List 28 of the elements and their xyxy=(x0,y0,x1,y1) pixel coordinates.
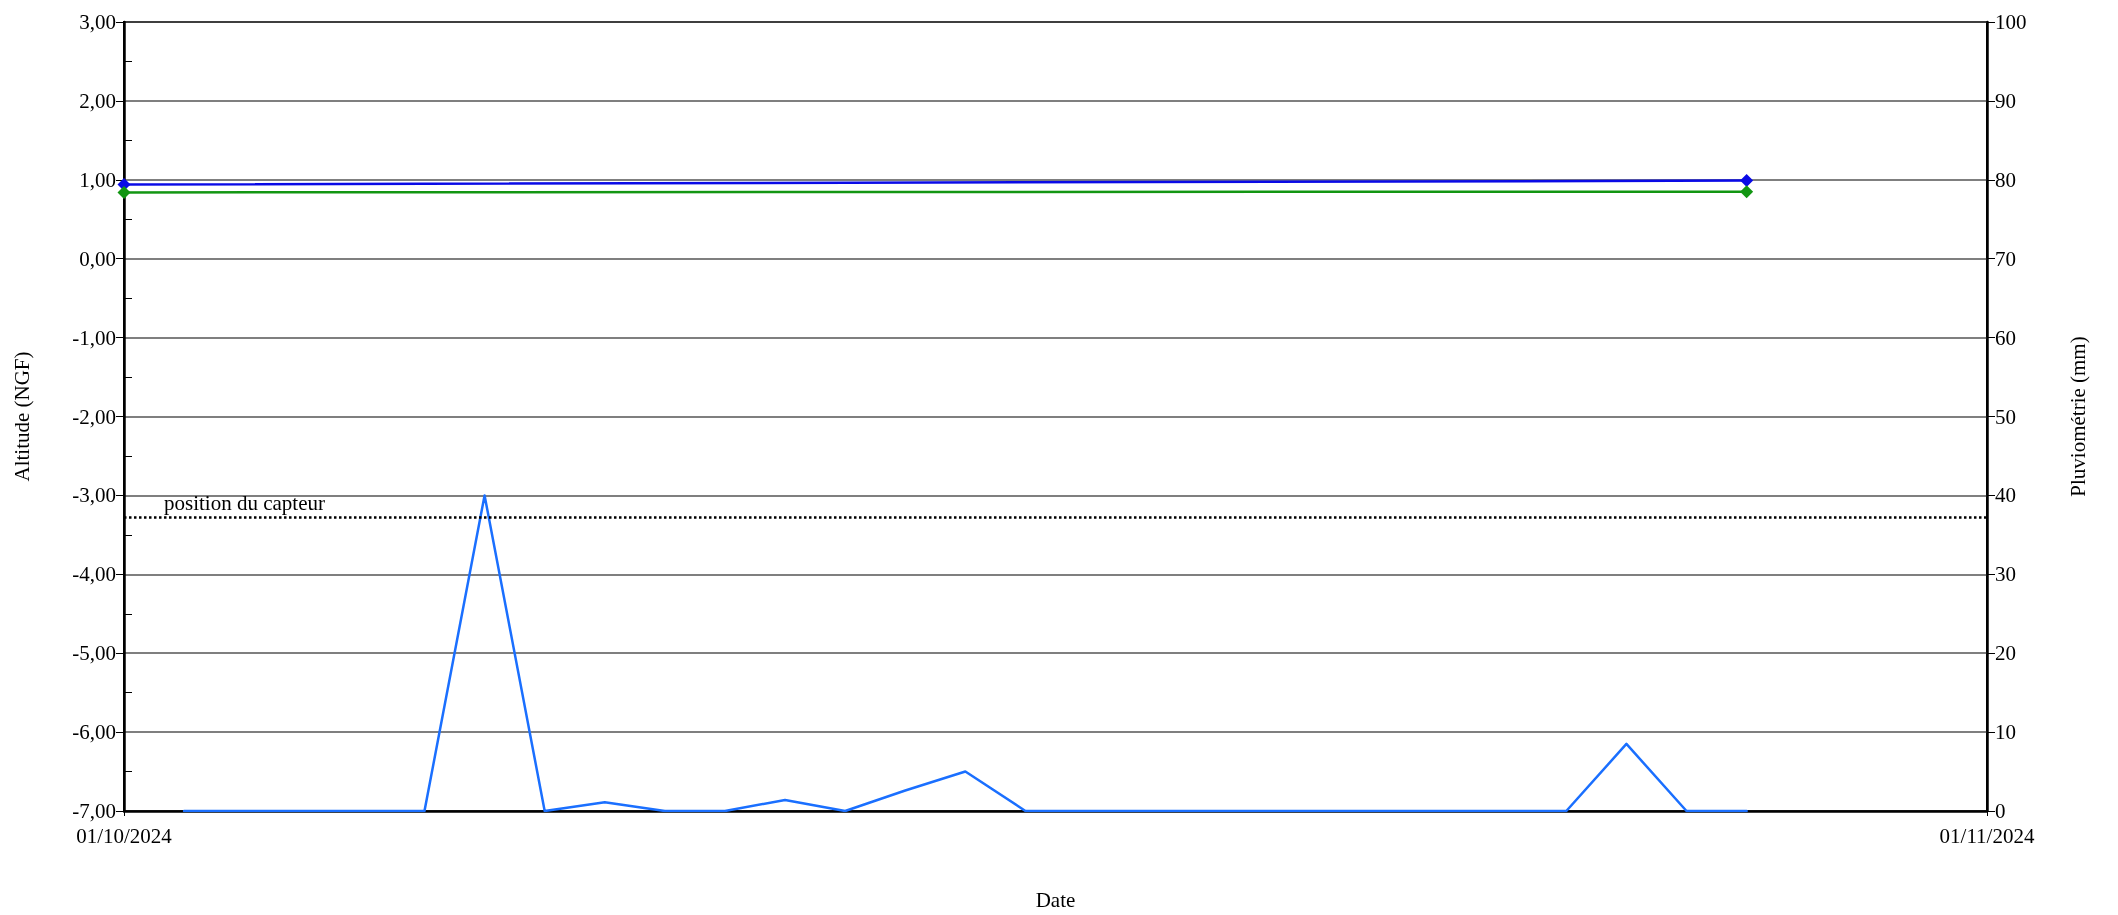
y2-tick-label: 80 xyxy=(1995,167,2016,192)
y2-tick-label: 30 xyxy=(1995,562,2016,587)
y2-tick-label: 20 xyxy=(1995,641,2016,666)
y-tick-label: -5,00 xyxy=(72,641,116,666)
y-tick-label: -1,00 xyxy=(72,325,116,350)
y2-tick-label: 100 xyxy=(1995,10,2027,34)
y-tick-label: 0,00 xyxy=(79,246,116,271)
y-tick-label: -3,00 xyxy=(72,483,116,508)
y2-tick-label: 90 xyxy=(1995,88,2016,113)
y2-tick-label: 0 xyxy=(1995,799,2006,823)
y-axis-title: Altitude (NGF) xyxy=(9,351,34,482)
y2-axis-title: Pluviométrie (mm) xyxy=(2065,336,2090,497)
y-tick-label: 1,00 xyxy=(79,167,116,192)
y2-tick-label: 50 xyxy=(1995,404,2016,429)
y2-tick-label: 40 xyxy=(1995,483,2016,508)
y-tick-label: 2,00 xyxy=(79,88,116,113)
y2-tick-label: 60 xyxy=(1995,325,2016,350)
x-tick-label: 01/11/2024 xyxy=(1939,823,2035,848)
y-tick-label: -4,00 xyxy=(72,562,116,587)
y2-tick-label: 10 xyxy=(1995,720,2016,745)
x-tick-label: 01/10/2024 xyxy=(76,823,173,848)
ref-line-label: position du capteur xyxy=(164,490,325,515)
y2-tick-label: 70 xyxy=(1995,246,2016,271)
y-tick-label: -2,00 xyxy=(72,404,116,429)
y-tick-label: -6,00 xyxy=(72,720,116,745)
y-tick-label: 3,00 xyxy=(79,10,116,34)
x-axis-title: Date xyxy=(1035,887,1076,912)
y-tick-label: -7,00 xyxy=(72,799,116,823)
